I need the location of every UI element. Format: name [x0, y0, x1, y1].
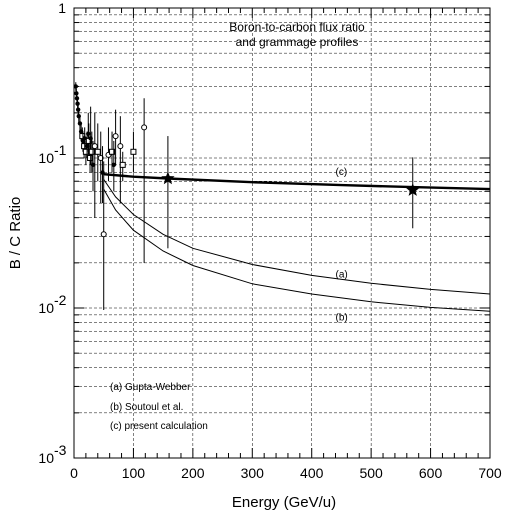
- x-tick-label: 0: [70, 465, 78, 481]
- series-label: (b): [335, 312, 347, 323]
- data-point: [86, 131, 91, 136]
- x-tick-label: 300: [241, 465, 265, 481]
- y-tick-label: 10: [38, 450, 54, 466]
- data-point: [100, 231, 107, 238]
- x-tick-label: 500: [359, 465, 383, 481]
- data-point: [75, 101, 80, 106]
- grid: [74, 8, 490, 459]
- y-axis-label: B / C Ratio: [7, 197, 24, 270]
- data-point: [82, 148, 89, 155]
- y-tick-label: 10: [38, 300, 54, 316]
- y-tick-exponent: -2: [54, 292, 67, 308]
- data-point: [117, 143, 124, 150]
- y-tick-exponent: -3: [54, 442, 67, 458]
- chart-title-line-2: and grammage profiles: [236, 35, 359, 49]
- data-point: [91, 143, 98, 150]
- data-point: [119, 161, 126, 168]
- data-point: [94, 148, 101, 155]
- data-point: [97, 155, 104, 161]
- star-point: [161, 171, 175, 185]
- series-label: (c): [335, 167, 347, 178]
- data-point: [75, 107, 81, 112]
- data-points: [73, 82, 420, 310]
- x-tick-label: 400: [300, 465, 324, 481]
- data-point: [141, 124, 148, 131]
- y-tick-label: 1: [58, 0, 66, 16]
- data-point: [112, 133, 119, 140]
- curves: (a) (b) (c): [103, 167, 491, 323]
- data-point: [90, 162, 96, 168]
- x-axis-label: Energy (GeV/u): [232, 494, 336, 511]
- x-tick-label: 600: [419, 465, 443, 481]
- data-point: [74, 96, 80, 101]
- legend-entry-b: (b) Soutoul et al.: [110, 402, 183, 413]
- data-point: [74, 91, 79, 96]
- legend-entry-c: (c) present calculation: [110, 421, 208, 432]
- series-line: [103, 188, 491, 312]
- data-point: [111, 162, 117, 168]
- plot-frame: [73, 7, 491, 459]
- x-tick-label: 100: [122, 465, 146, 481]
- chart-title-line-1: Boron-to-carbon flux ratio: [229, 20, 365, 34]
- data-point: [88, 148, 95, 155]
- data-point: [109, 148, 116, 155]
- y-tick-label: 10: [38, 150, 54, 166]
- star-point: [406, 183, 420, 196]
- data-point: [82, 136, 87, 141]
- series-line: [103, 179, 491, 295]
- series-label: (a): [335, 269, 347, 280]
- x-tick-label: 200: [181, 465, 205, 481]
- data-point: [130, 148, 137, 155]
- legend-entry-a: (a) Gupta-Webber: [110, 382, 191, 393]
- y-tick-exponent: -1: [54, 142, 67, 158]
- x-tick-label: 700: [478, 465, 502, 481]
